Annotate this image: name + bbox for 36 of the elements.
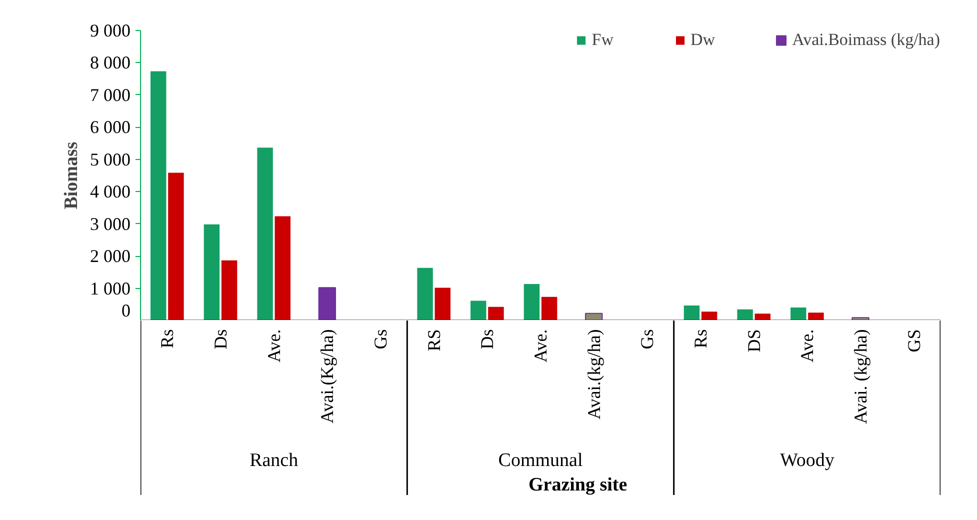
legend-label: Fw: [592, 30, 614, 50]
x-tick-label: Ds: [210, 329, 230, 350]
bar: [852, 317, 870, 320]
legend-label: Dw: [690, 30, 716, 50]
text: Ranch: [250, 450, 299, 471]
x-axis-title: Grazing site: [528, 474, 628, 496]
x-tick-label: Avai.(kg/ha): [584, 329, 604, 420]
y-axis-title: Biomass: [61, 142, 82, 210]
y-tick-label: 6 000: [90, 117, 130, 138]
y-tick-label: 4 000: [90, 182, 130, 202]
text: Communal: [498, 450, 583, 471]
y-tick-label: 9 000: [90, 20, 130, 40]
x-tick-label: DS: [744, 329, 764, 352]
text: Woody: [780, 450, 835, 471]
legend-label: Avai.Boimass (kg/ha): [792, 30, 940, 50]
y-tick-label: 1 000: [90, 278, 130, 298]
y-tick-label: 5 000: [90, 149, 130, 170]
x-tick-label: Rs: [157, 329, 178, 348]
bar: [584, 312, 603, 320]
x-tick-label: Ave.: [530, 329, 550, 362]
x-tick-label: Ave.: [264, 329, 284, 362]
x-tick-label: GS: [904, 329, 924, 352]
x-tick-label: Gs: [637, 329, 658, 350]
bar: [318, 287, 336, 320]
x-tick-label: Gs: [370, 329, 390, 350]
x-tick-label: Ds: [477, 329, 498, 350]
x-tick-label: Ave.: [797, 329, 818, 362]
x-tick-label: RS: [424, 329, 444, 352]
y-tick-label: 3 000: [90, 214, 130, 234]
y-tick-label: 8 000: [90, 52, 130, 73]
y-tick-label: 2 000: [90, 246, 130, 266]
x-tick-label: Rs: [690, 329, 710, 348]
y-tick-label: 7 000: [90, 84, 130, 105]
x-tick-label: Avai. (kg/ha): [850, 329, 870, 424]
x-tick-label: Avai.(Kg/ha): [317, 329, 338, 424]
y-tick-label: 0: [122, 300, 130, 320]
